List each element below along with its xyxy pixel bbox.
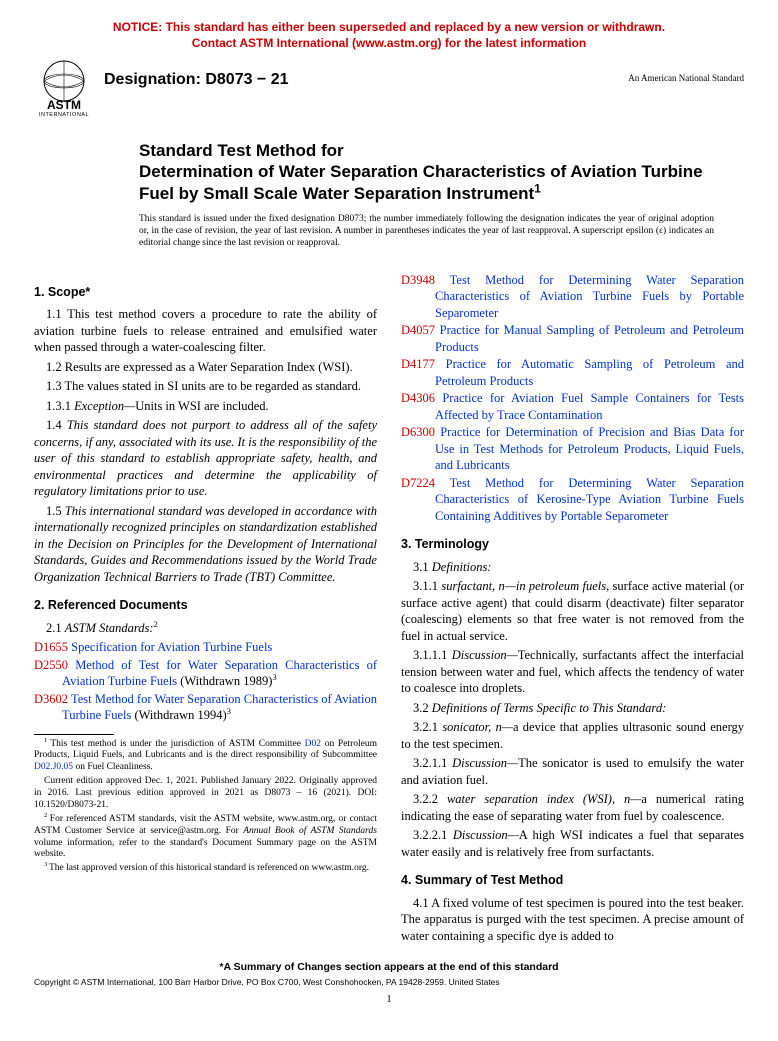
ref-code[interactable]: D1655: [34, 640, 68, 654]
para-3-2-2: 3.2.2 water separation index (WSI), n—a …: [401, 791, 744, 824]
para-4-1: 4.1 A fixed volume of test specimen is p…: [401, 895, 744, 945]
copyright-line: Copyright © ASTM International, 100 Barr…: [34, 977, 744, 987]
title-line2: Determination of Water Separation Charac…: [139, 162, 703, 202]
para-1-1: 1.1 This test method covers a procedure …: [34, 306, 377, 356]
ref-entry: D6300 Practice for Determination of Prec…: [401, 424, 744, 474]
para-3-2-2-1: 3.2.2.1 Discussion—A high WSI indicates …: [401, 827, 744, 860]
ref-link[interactable]: Specification for Aviation Turbine Fuels: [71, 640, 272, 654]
para-3-2: 3.2 Definitions of Terms Specific to Thi…: [401, 700, 744, 717]
para-3-2-1: 3.2.1 sonicator, n—a device that applies…: [401, 719, 744, 752]
body-columns: 1. Scope* 1.1 This test method covers a …: [34, 272, 744, 948]
title-block: Standard Test Method for Determination o…: [139, 140, 714, 249]
ref-link[interactable]: Practice for Automatic Sampling of Petro…: [435, 357, 744, 388]
ref-list-right: D3948 Test Method for Determining Water …: [401, 272, 744, 525]
standard-page: NOTICE: This standard has either been su…: [0, 0, 778, 1025]
ref-entry: D2550 Method of Test for Water Separatio…: [34, 657, 377, 690]
ref-code[interactable]: D6300: [401, 425, 435, 439]
ref-code[interactable]: D7224: [401, 476, 435, 490]
ref-code[interactable]: D4057: [401, 323, 435, 337]
link-d02j005[interactable]: D02.J0.05: [34, 762, 73, 772]
ref-entry: D4306 Practice for Aviation Fuel Sample …: [401, 390, 744, 423]
header-row: ASTM INTERNATIONAL Designation: D8073 − …: [34, 59, 744, 122]
para-3-2-1-1: 3.2.1.1 Discussion—The sonicator is used…: [401, 755, 744, 788]
designation-label: Designation: D8073 − 21: [104, 71, 628, 89]
document-title: Standard Test Method for Determination o…: [139, 140, 714, 204]
link-d02[interactable]: D02: [305, 739, 321, 749]
ref-entry: D4177 Practice for Automatic Sampling of…: [401, 356, 744, 389]
ref-list-left: D1655 Specification for Aviation Turbine…: [34, 639, 377, 724]
footnote-1: 1 This test method is under the jurisdic…: [34, 739, 377, 775]
footer-summary: *A Summary of Changes section appears at…: [34, 961, 744, 973]
ref-entry: D1655 Specification for Aviation Turbine…: [34, 639, 377, 656]
refdocs-head: 2. Referenced Documents: [34, 597, 377, 614]
ref-link[interactable]: Test Method for Determining Water Separa…: [435, 273, 744, 320]
ref-code[interactable]: D4177: [401, 357, 435, 371]
para-3-1-1: 3.1.1 surfactant, n—in petroleum fuels, …: [401, 578, 744, 644]
supersede-notice: NOTICE: This standard has either been su…: [34, 20, 744, 51]
para-3-1: 3.1 Definitions:: [401, 559, 744, 576]
ref-link[interactable]: Test Method for Determining Water Separa…: [435, 476, 744, 523]
ref-code[interactable]: D3602: [34, 692, 68, 706]
left-column: 1. Scope* 1.1 This test method covers a …: [34, 272, 377, 948]
ref-code[interactable]: D4306: [401, 391, 435, 405]
notice-line2: Contact ASTM International (www.astm.org…: [192, 36, 586, 50]
para-3-1-1-1: 3.1.1.1 Discussion—Technically, surfacta…: [401, 647, 744, 697]
footnote-1b: Current edition approved Dec. 1, 2021. P…: [34, 776, 377, 812]
footnote-2: 2 For referenced ASTM standards, visit t…: [34, 814, 377, 862]
para-1-2: 1.2 Results are expressed as a Water Sep…: [34, 359, 377, 376]
footnote-3: 3 The last approved version of this hist…: [34, 863, 377, 875]
terminology-head: 3. Terminology: [401, 536, 744, 553]
ans-note: An American National Standard: [628, 73, 744, 83]
notice-line1: NOTICE: This standard has either been su…: [113, 20, 665, 34]
scope-head: 1. Scope*: [34, 284, 377, 301]
title-line1: Standard Test Method for: [139, 141, 344, 160]
issue-note: This standard is issued under the fixed …: [139, 214, 714, 250]
ref-link[interactable]: Practice for Manual Sampling of Petroleu…: [435, 323, 744, 354]
summary-head: 4. Summary of Test Method: [401, 872, 744, 889]
ref-code[interactable]: D3948: [401, 273, 435, 287]
ref-link[interactable]: Practice for Determination of Precision …: [435, 425, 744, 472]
svg-text:INTERNATIONAL: INTERNATIONAL: [39, 112, 89, 117]
title-sup: 1: [534, 181, 541, 195]
ref-code[interactable]: D2550: [34, 658, 68, 672]
para-1-3: 1.3 The values stated in SI units are to…: [34, 378, 377, 395]
ref-entry: D3948 Test Method for Determining Water …: [401, 272, 744, 322]
ref-entry: D4057 Practice for Manual Sampling of Pe…: [401, 322, 744, 355]
ref-entry: D7224 Test Method for Determining Water …: [401, 475, 744, 525]
ref-entry: D3602 Test Method for Water Separation C…: [34, 691, 377, 724]
para-1-3-1: 1.3.1 Exception—Units in WSI are include…: [34, 398, 377, 415]
right-column: D3948 Test Method for Determining Water …: [401, 272, 744, 948]
svg-text:ASTM: ASTM: [47, 98, 81, 112]
para-1-5: 1.5 This international standard was deve…: [34, 503, 377, 586]
page-number: 1: [34, 993, 744, 1005]
para-2-1: 2.1 ASTM Standards:2: [34, 620, 377, 637]
footnote-rule: [34, 734, 114, 735]
astm-logo: ASTM INTERNATIONAL: [34, 59, 94, 122]
ref-link[interactable]: Practice for Aviation Fuel Sample Contai…: [435, 391, 744, 422]
designation-block: Designation: D8073 − 21: [94, 59, 628, 89]
para-1-4: 1.4 This standard does not purport to ad…: [34, 417, 377, 500]
